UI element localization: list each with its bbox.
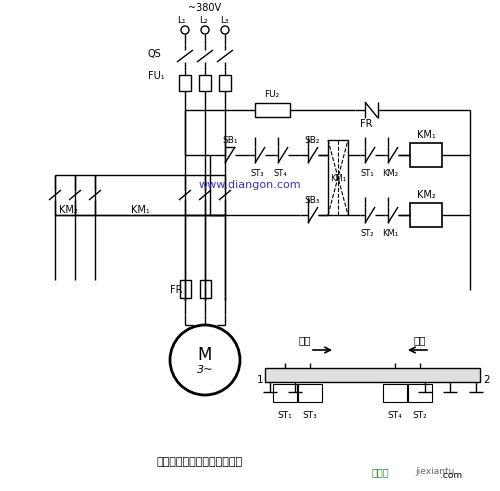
Text: ST₁: ST₁	[360, 168, 374, 178]
Text: ST₃: ST₃	[302, 410, 318, 419]
Text: KM₁: KM₁	[416, 130, 436, 140]
Text: www.diangon.com: www.diangon.com	[198, 180, 302, 190]
Circle shape	[181, 26, 189, 34]
Text: L₃: L₃	[220, 16, 228, 25]
Text: KM₁: KM₁	[130, 205, 150, 215]
Circle shape	[201, 26, 209, 34]
Text: FU₂: FU₂	[264, 89, 280, 99]
Text: SB₁: SB₁	[222, 136, 238, 144]
Bar	[383, 384, 407, 402]
Text: KM₂: KM₂	[58, 205, 78, 215]
Bar	[410, 143, 442, 167]
Text: KM₂: KM₂	[382, 168, 398, 178]
Text: SB₂: SB₂	[304, 136, 320, 144]
Text: L₁: L₁	[176, 16, 186, 25]
Text: ST₄: ST₄	[273, 168, 287, 178]
Text: 2: 2	[484, 375, 490, 385]
Text: jiexiantu: jiexiantu	[415, 467, 455, 476]
Bar	[328, 140, 348, 215]
Text: .com: .com	[440, 470, 462, 480]
Bar	[200, 280, 211, 298]
Text: 3~: 3~	[197, 365, 213, 375]
Bar	[255, 103, 290, 117]
Text: FR: FR	[360, 119, 372, 129]
Text: KM₂: KM₂	[416, 190, 436, 200]
Text: L₂: L₂	[198, 16, 207, 25]
Bar	[179, 75, 191, 91]
Text: ST₂: ST₂	[360, 228, 374, 238]
Text: 后退: 后退	[414, 335, 426, 345]
Text: M: M	[198, 346, 212, 364]
Bar	[408, 384, 432, 402]
Text: ST₄: ST₄	[388, 410, 402, 419]
Text: QS: QS	[148, 49, 162, 59]
Bar	[298, 384, 322, 402]
Bar	[265, 368, 480, 382]
Text: KM₁: KM₁	[330, 173, 346, 183]
Bar	[199, 75, 211, 91]
Text: ST₃: ST₃	[250, 168, 264, 178]
Text: 接线图: 接线图	[371, 467, 389, 477]
Text: 三相电动机的行程控制电路图: 三相电动机的行程控制电路图	[157, 457, 243, 467]
Text: 前进: 前进	[299, 335, 311, 345]
Text: SB₃: SB₃	[304, 195, 320, 204]
Text: KM₁: KM₁	[382, 228, 398, 238]
Bar	[410, 203, 442, 227]
Text: 1: 1	[256, 375, 264, 385]
Bar	[180, 280, 191, 298]
Circle shape	[221, 26, 229, 34]
Text: FU₁: FU₁	[148, 71, 164, 81]
Circle shape	[170, 325, 240, 395]
Bar	[219, 75, 231, 91]
Text: FR: FR	[170, 285, 182, 295]
Text: ~380V: ~380V	[188, 3, 222, 13]
Bar	[273, 384, 297, 402]
Text: ST₂: ST₂	[412, 410, 428, 419]
Text: ST₁: ST₁	[278, 410, 292, 419]
